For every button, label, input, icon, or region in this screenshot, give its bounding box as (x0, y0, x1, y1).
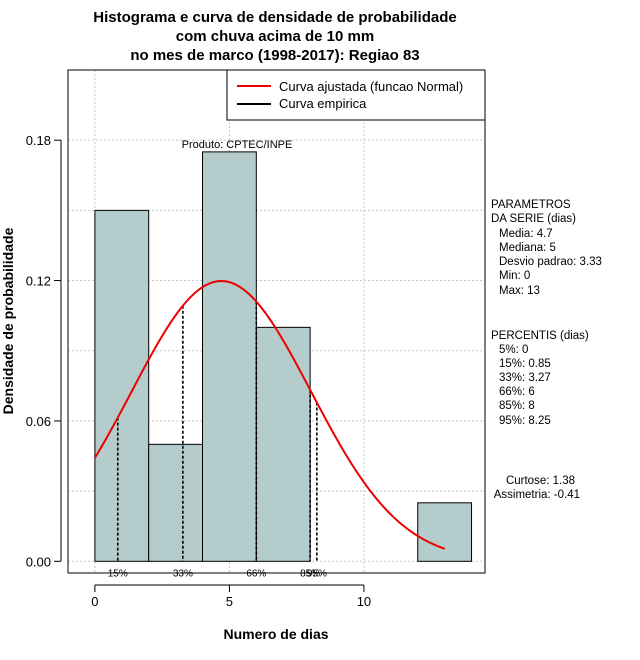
x-axis-title: Numero de dias (223, 626, 328, 642)
percentile-label: 33% (173, 568, 193, 579)
y-tick-label: 0.06 (26, 414, 51, 429)
parametros-heading-1: PARAMETROS (491, 199, 571, 211)
parametro-desvio: Desvio padrao: 3.33 (499, 256, 602, 268)
title-line-3: no mes de marco (1998-2017): Regiao 83 (130, 47, 419, 64)
parametro-mediana: Mediana: 5 (499, 242, 556, 254)
percentile-label: 66% (246, 568, 266, 579)
percentil-15: 15%: 0.85 (499, 358, 551, 370)
percentil-95: 95%: 8.25 (499, 415, 551, 427)
credit-label: Produto: CPTEC/INPE (182, 139, 293, 151)
x-axis: 0 5 10 (91, 584, 371, 609)
percentile-lines (116, 301, 318, 562)
parametros-heading-2: DA SERIE (dias) (491, 213, 576, 225)
histogram-bar (94, 209, 150, 562)
x-tick-label: 10 (357, 594, 371, 609)
x-tick-label: 0 (91, 594, 98, 609)
histogram-bar (202, 151, 257, 562)
percentile-label: 85% (300, 568, 320, 579)
normal-fit-curve (94, 280, 445, 550)
y-tick-label: 0.12 (26, 274, 51, 289)
percentile-label: 95% (307, 568, 327, 579)
y-axis-title: Densidade de probabilidade (0, 227, 16, 414)
legend-label-empirical: Curva empirica (279, 96, 367, 111)
title-line-1: Histograma e curva de densidade de proba… (93, 9, 456, 26)
percentil-5: 5%: 0 (499, 344, 528, 356)
histogram-bar (255, 326, 311, 562)
percentile-labels: 15% 33% 66% 85%95% (108, 568, 327, 579)
histogram-bar (417, 502, 473, 562)
curtose: Curtose: 1.38 (506, 475, 575, 487)
parametro-min: Min: 0 (499, 270, 530, 282)
percentil-33: 33%: 3.27 (499, 372, 551, 384)
percentile-label: 15% (108, 568, 128, 579)
title-line-2: com chuva acima de 10 mm (176, 28, 374, 45)
chart-title: Histograma e curva de densidade de proba… (93, 9, 456, 64)
x-tick-label: 5 (226, 594, 233, 609)
y-tick-label: 0.00 (26, 554, 51, 569)
histogram-bar (148, 443, 204, 562)
assimetria: Assimetria: -0.41 (494, 489, 580, 501)
y-axis: 0.00 0.06 0.12 0.18 (26, 133, 62, 569)
histogram-bars (94, 151, 473, 562)
statistics-panel: PARAMETROS DA SERIE (dias) Media: 4.7 Me… (491, 199, 602, 501)
y-tick-label: 0.18 (26, 133, 51, 148)
percentis-heading: PERCENTIS (dias) (491, 330, 589, 342)
parametro-max: Max: 13 (499, 285, 540, 297)
parametro-media: Media: 4.7 (499, 228, 553, 240)
legend: Curva ajustada (funcao Normal) Curva emp… (226, 69, 486, 121)
legend-label-normal: Curva ajustada (funcao Normal) (279, 79, 463, 94)
percentil-85: 85%: 8 (499, 400, 535, 412)
legend-box (226, 69, 486, 121)
percentil-66: 66%: 6 (499, 386, 535, 398)
